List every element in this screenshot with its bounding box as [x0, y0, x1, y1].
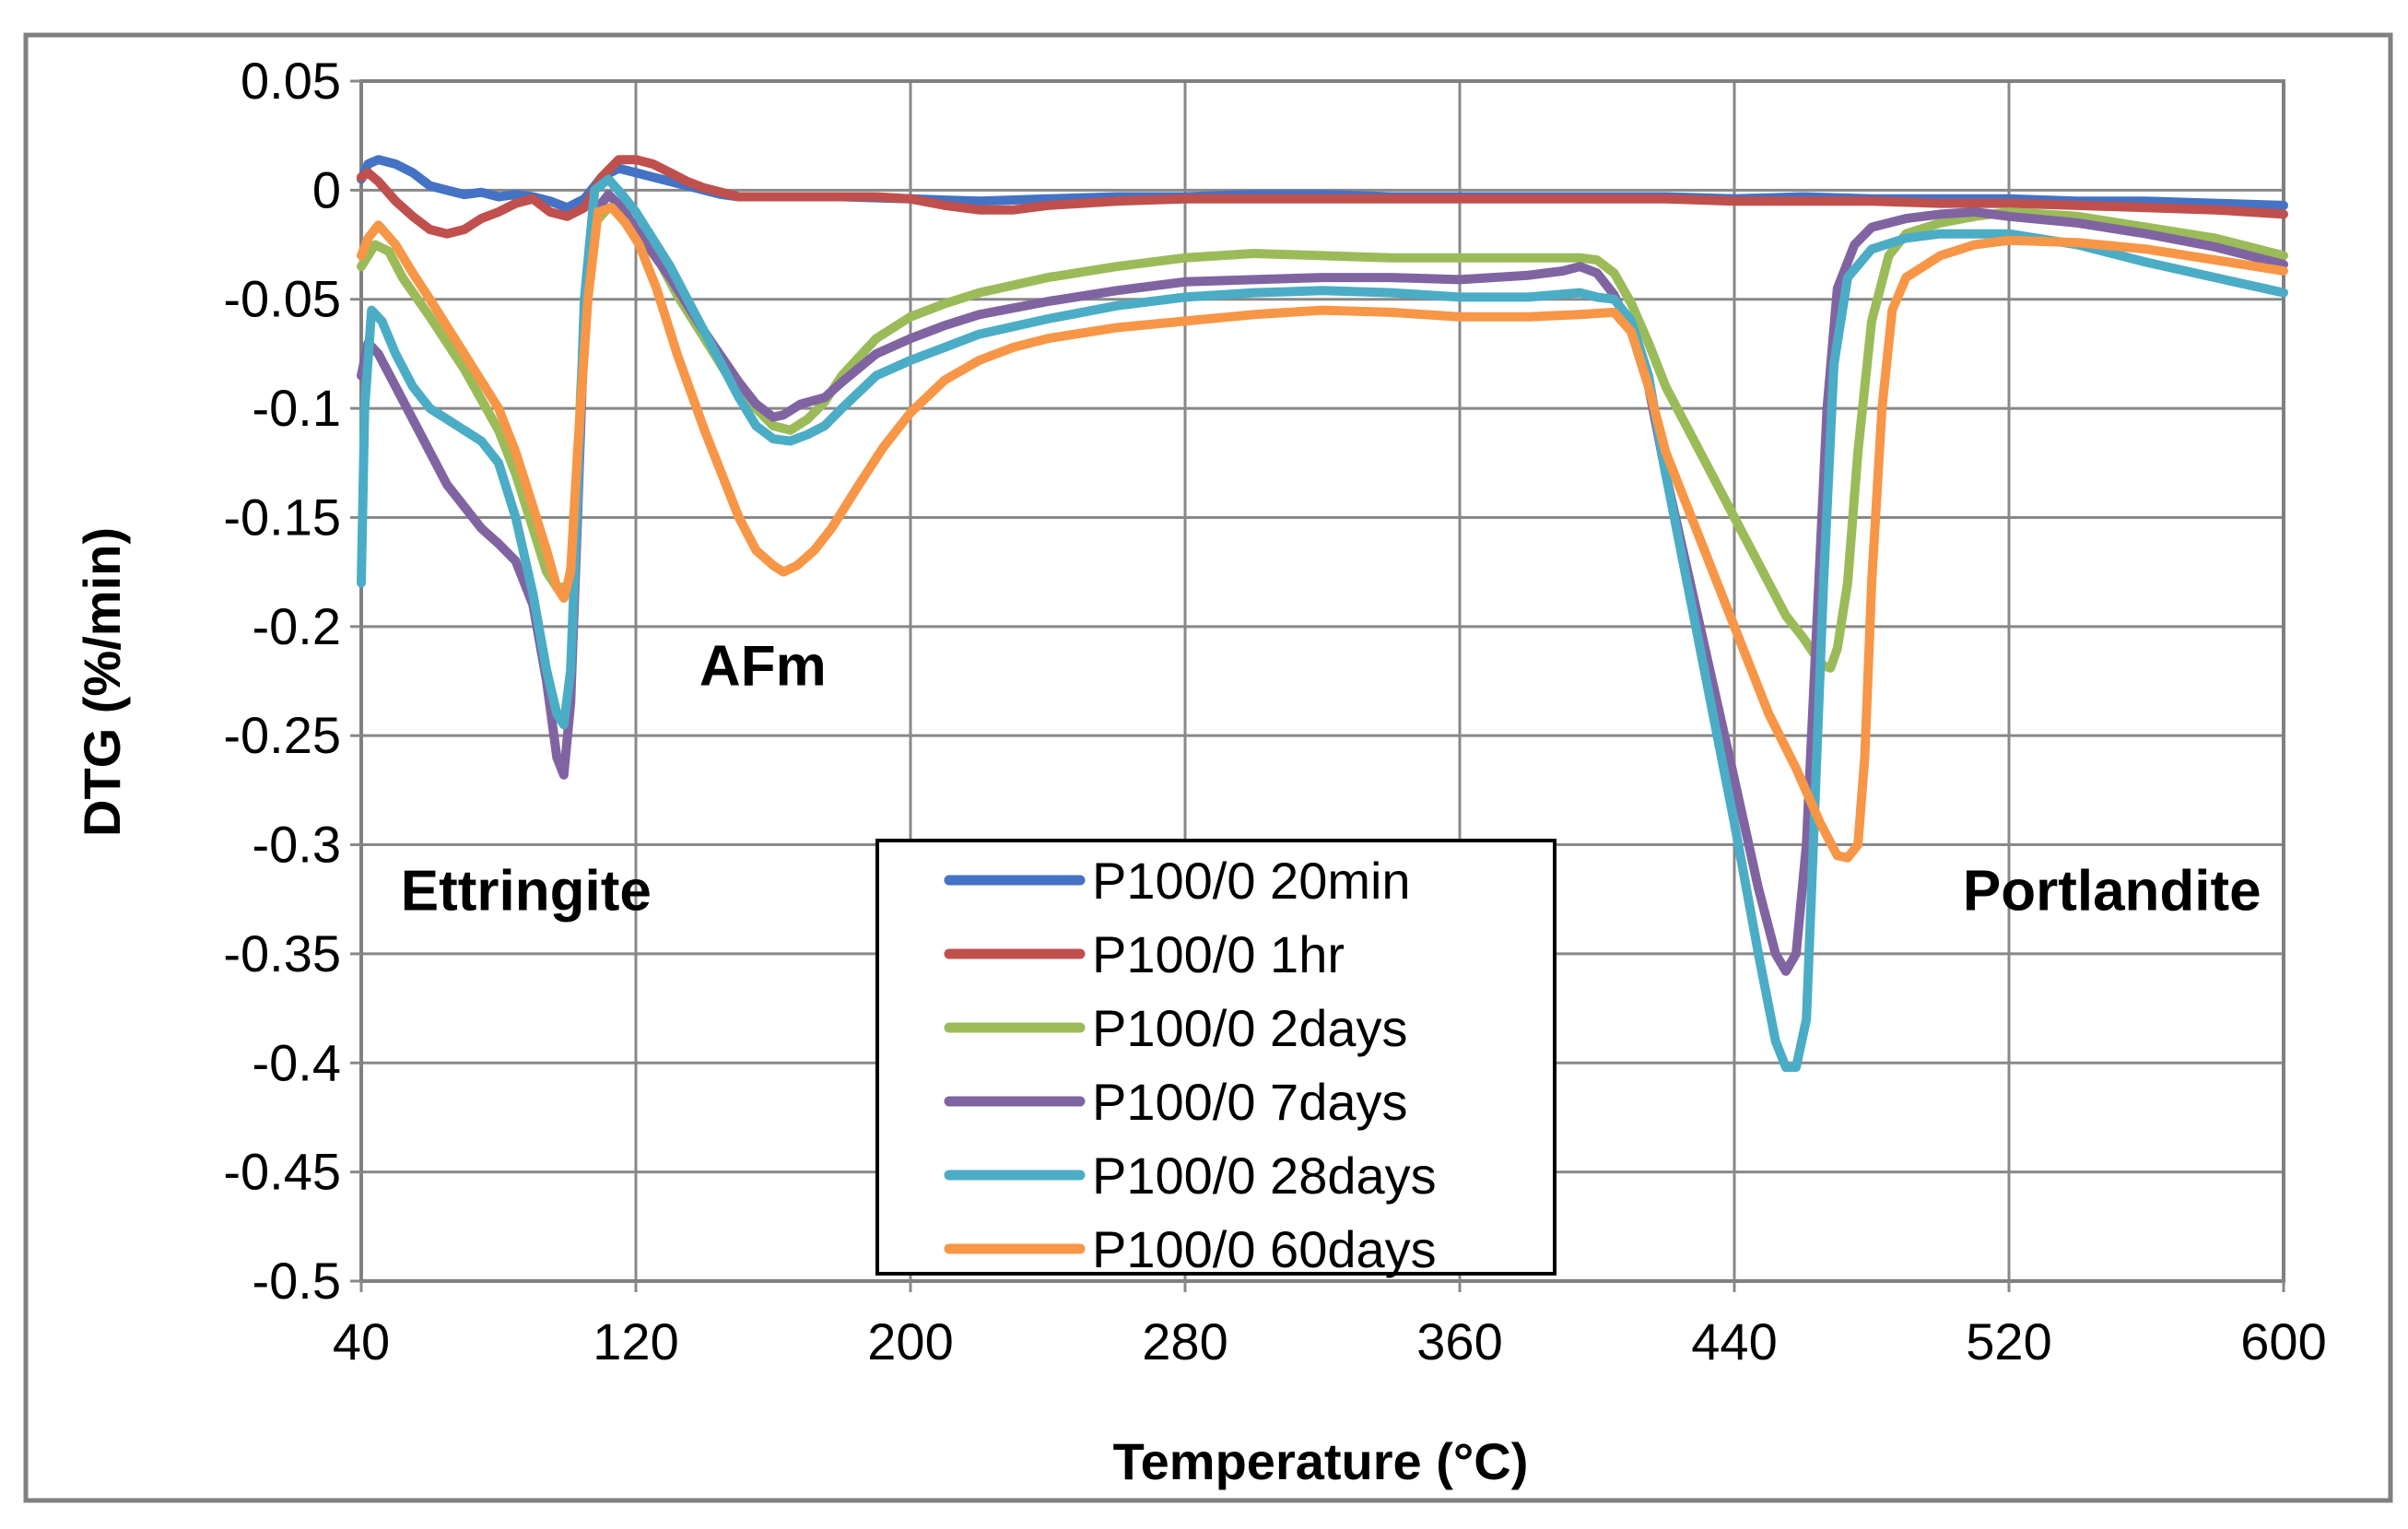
y-tick-label: -0.1 [253, 379, 342, 437]
legend: P100/0 20min P100/0 1hr P100/0 2days P100/0… [875, 839, 1556, 1278]
series-lines [357, 155, 2288, 1072]
legend-label-p100-0-2days: P100/0 2days [1092, 999, 1407, 1057]
y-axis-ticks: 0.05 0 -0.05 -0.1 -0.15 -0.2 -0.25 -0.3 -0.35 -0.… [223, 52, 361, 1310]
x-tick-label: 120 [593, 1312, 678, 1370]
annotation-ettringite: Ettringite [401, 860, 652, 923]
plot-area-border [359, 79, 2285, 1283]
x-axis-ticks: 40 120 200 280 360 440 520 600 [333, 1281, 2327, 1370]
y-tick-label: 0 [312, 160, 341, 218]
annotations: Ettringite AFm Portlandite [401, 635, 2261, 923]
x-tick-label: 520 [1966, 1312, 2051, 1370]
y-tick-label: -0.45 [223, 1143, 341, 1201]
legend-label-p100-0-28days: P100/0 28days [1092, 1147, 1437, 1205]
legend-label-p100-0-7days: P100/0 7days [1092, 1073, 1407, 1131]
series-line-p100-0-1hr [357, 155, 2288, 239]
legend-entries: P100/0 20min P100/0 1hr P100/0 2days P100/0… [944, 852, 1437, 1278]
y-tick-label: -0.25 [223, 706, 341, 764]
y-tick-label: -0.3 [253, 816, 342, 874]
x-axis-title: Temperature (°C) [1113, 1432, 1529, 1490]
series-line-p100-0-28days [357, 174, 2288, 1072]
y-tick-label: -0.05 [223, 270, 341, 328]
legend-label-p100-0-1hr: P100/0 1hr [1092, 925, 1345, 983]
y-tick-label: -0.4 [253, 1033, 342, 1091]
y-tick-label: 0.05 [241, 52, 341, 110]
legend-label-p100-0-20min: P100/0 20min [1092, 852, 1411, 910]
series-line-p100-0-60days [357, 203, 2288, 863]
legend-label-p100-0-60days: P100/0 60days [1092, 1220, 1437, 1278]
y-axis-title: DTG (%/min) [73, 527, 131, 837]
x-tick-label: 200 [867, 1312, 953, 1370]
y-tick-label: -0.2 [253, 597, 342, 655]
x-tick-label: 440 [1691, 1312, 1777, 1370]
x-tick-label: 360 [1416, 1312, 1502, 1370]
legend-box [875, 839, 1556, 1276]
annotation-portlandite: Portlandite [1963, 860, 2261, 923]
y-tick-label: -0.5 [253, 1252, 342, 1310]
x-tick-label: 40 [333, 1312, 390, 1370]
y-tick-label: -0.35 [223, 924, 341, 982]
x-tick-label: 600 [2240, 1312, 2326, 1370]
y-tick-label: -0.15 [223, 488, 341, 546]
annotation-afm: AFm [699, 635, 827, 699]
x-tick-label: 280 [1142, 1312, 1227, 1370]
